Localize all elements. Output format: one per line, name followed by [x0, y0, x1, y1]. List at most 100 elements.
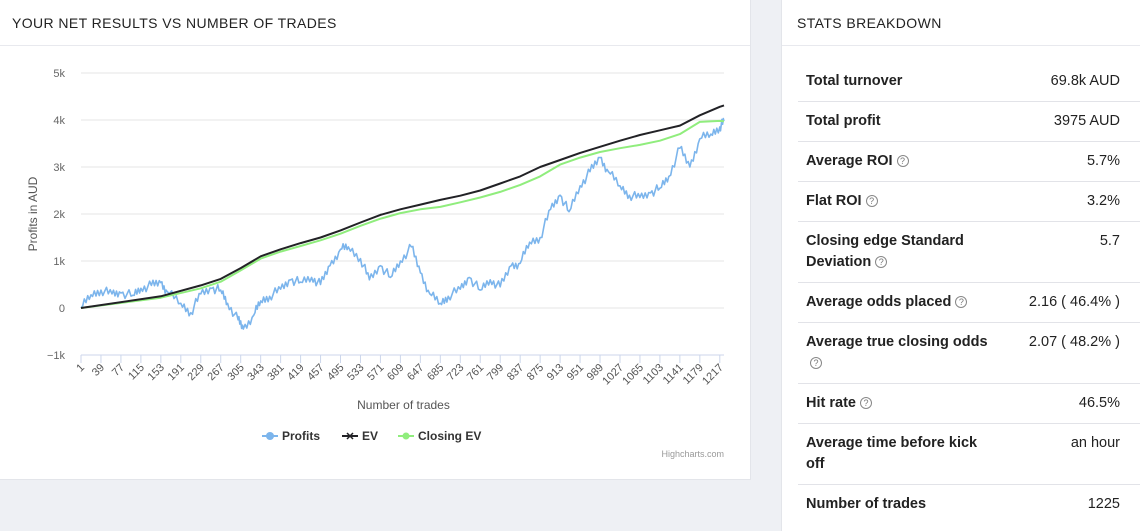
net-results-chart: −1k 0 1k 2k 3k 4k 5k 1 39 77 115153191229267305343…: [26, 68, 726, 459]
series-line-ev: [80, 104, 725, 309]
results-panel-title: YOUR NET RESULTS VS NUMBER OF TRADES: [0, 0, 750, 46]
stat-value: 3975 AUD: [1053, 113, 1120, 129]
stat-row: Total turnover 69.8k AUD: [798, 62, 1140, 101]
x-tick-label: 1: [74, 362, 87, 375]
x-tick-label: 1141: [661, 362, 686, 387]
x-tick-label: 723: [445, 362, 466, 383]
stat-label: Number of trades: [806, 494, 926, 515]
stat-label: Closing edge Standard Deviation?: [806, 231, 996, 273]
help-icon[interactable]: ?: [955, 296, 968, 308]
stat-label: Average true closing odds?: [806, 332, 996, 374]
stats-panel-title: STATS BREAKDOWN: [782, 0, 1140, 46]
stat-label-text: Total turnover: [806, 73, 903, 89]
x-tick-label: 1179: [681, 362, 706, 387]
x-tick-label: 875: [525, 362, 546, 383]
x-tick-label: 229: [185, 362, 206, 383]
stat-row: Average time before kick off an hour: [798, 423, 1140, 484]
stat-row: Flat ROI? 3.2%: [798, 181, 1140, 221]
x-tick-label: 153: [146, 362, 167, 383]
legend-marker-icon: [346, 432, 354, 440]
y-tick-label: 5k: [53, 68, 65, 80]
stat-row: Total profit 3975 AUD: [798, 101, 1140, 141]
stat-label-text: Hit rate: [806, 395, 856, 411]
stat-row: Hit rate? 46.5%: [798, 383, 1140, 423]
x-tick-label: 1103: [641, 362, 666, 387]
stat-label: Hit rate?: [806, 393, 872, 414]
stat-label: Flat ROI?: [806, 191, 878, 212]
x-tick-label: 77: [110, 362, 127, 379]
legend-item-label: EV: [362, 429, 378, 443]
stat-label: Average ROI?: [806, 151, 909, 172]
stat-value: 69.8k AUD: [1050, 73, 1120, 89]
stat-label-text: Average time before kick off: [806, 435, 978, 472]
x-tick-label: 913: [545, 362, 566, 383]
y-tick-label: −1k: [47, 350, 66, 362]
series-line-profits: [80, 117, 725, 330]
legend-item-label: Profits: [282, 429, 320, 443]
y-tick-label: 3k: [53, 162, 65, 174]
stat-value: 5.7%: [1086, 153, 1120, 169]
x-tick-label: 609: [385, 362, 406, 383]
x-tick-label: 39: [90, 362, 107, 379]
highcharts-credit: Highcharts.com: [661, 449, 724, 459]
x-tick-label: 1027: [600, 362, 626, 388]
legend-marker-icon: [402, 432, 410, 440]
y-axis-title: Profits in AUD: [26, 176, 40, 251]
x-tick-label: 799: [485, 362, 506, 383]
x-tick-label: 115: [126, 362, 147, 383]
y-tick-label: 1k: [53, 256, 65, 268]
help-icon[interactable]: ?: [875, 256, 888, 268]
x-tick-label: 343: [245, 362, 266, 383]
x-tick-label: 647: [405, 362, 426, 383]
y-tick-label: 4k: [53, 115, 65, 127]
stat-value: 2.07 ( 48.2% ): [1028, 334, 1120, 350]
stat-value: 2.16 ( 46.4% ): [1028, 294, 1120, 310]
stat-value: 5.7: [1099, 233, 1120, 249]
stat-label-text: Closing edge Standard Deviation: [806, 233, 964, 270]
x-tick-label: 761: [465, 362, 486, 383]
x-tick-label: 1217: [700, 362, 726, 388]
x-tick-label: 305: [225, 362, 246, 383]
stat-value: an hour: [1070, 435, 1120, 451]
stat-row: Average ROI? 5.7%: [798, 141, 1140, 181]
series-line-closing-ev: [80, 119, 725, 309]
legend-marker-icon: [266, 432, 274, 440]
stat-label-text: Flat ROI: [806, 193, 862, 209]
x-tick-label: 951: [565, 362, 586, 383]
x-tick-label: 685: [425, 362, 446, 383]
stat-value: 3.2%: [1086, 193, 1120, 209]
stat-label-text: Average ROI: [806, 153, 893, 169]
x-tick-label: 837: [505, 362, 526, 383]
stat-row: Average odds placed? 2.16 ( 46.4% ): [798, 282, 1140, 322]
stat-label: Average odds placed?: [806, 292, 968, 313]
x-tick-label: 571: [365, 362, 386, 383]
stat-label-text: Total profit: [806, 113, 881, 129]
stats-panel: STATS BREAKDOWN Total turnover 69.8k AUD T…: [781, 0, 1140, 531]
x-tick-label: 1065: [620, 362, 646, 388]
help-icon[interactable]: ?: [859, 397, 872, 409]
legend-item-label: Closing EV: [418, 429, 481, 443]
help-icon[interactable]: ?: [865, 195, 878, 207]
stat-label: Total turnover: [806, 71, 902, 92]
stat-label-text: Average true closing odds: [806, 334, 988, 350]
stat-value: 46.5%: [1078, 395, 1120, 411]
help-icon[interactable]: ?: [810, 357, 822, 369]
stats-table: Total turnover 69.8k AUD Total profit 3975 …: [798, 62, 1140, 524]
help-icon[interactable]: ?: [896, 155, 909, 167]
x-tick-label: 191: [165, 362, 186, 383]
x-axis-title: Number of trades: [357, 398, 450, 412]
results-panel: YOUR NET RESULTS VS NUMBER OF TRADES −1k…: [0, 0, 751, 480]
stat-label: Total profit: [806, 111, 881, 132]
x-tick-label: 419: [285, 362, 306, 383]
stat-label-text: Average odds placed: [806, 294, 952, 310]
x-tick-label: 267: [205, 362, 226, 383]
x-tick-label: 457: [305, 362, 326, 383]
x-tick-label: 495: [325, 362, 346, 383]
stat-row: Number of trades 1225: [798, 484, 1140, 524]
x-tick-label: 381: [265, 362, 286, 383]
stat-value: 1225: [1087, 496, 1120, 512]
y-tick-label: 0: [59, 303, 65, 315]
y-tick-label: 2k: [53, 209, 65, 221]
x-tick-label: 533: [345, 362, 366, 383]
stat-row: Closing edge Standard Deviation? 5.7: [798, 221, 1140, 282]
